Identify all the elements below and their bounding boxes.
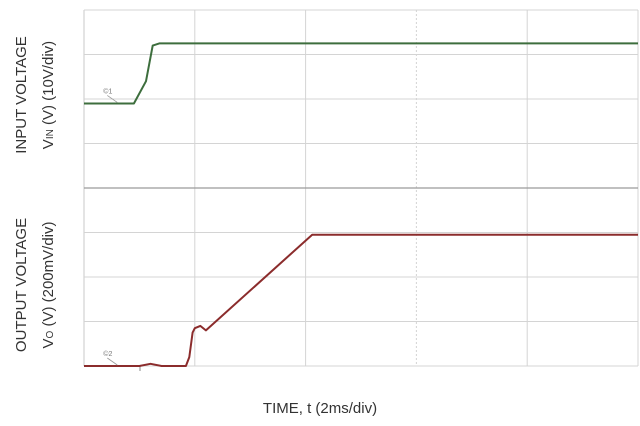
input-channel-marker: ©1 xyxy=(103,87,112,95)
output-ylabel-line2: VO (V) (200mV/div) xyxy=(40,222,57,349)
output-marker-leader xyxy=(107,357,118,366)
input-ylabel-line2: VIN (V) (10V/div) xyxy=(40,41,57,149)
output-trace xyxy=(84,233,638,367)
output-ylabel-line1: OUTPUT VOLTAGE xyxy=(13,218,30,352)
graticule-grid xyxy=(83,9,639,371)
input-trace xyxy=(84,42,638,105)
x-axis-label: TIME, t (2ms/div) xyxy=(262,400,378,417)
input-ylabel-line1: INPUT VOLTAGE xyxy=(13,36,30,154)
input-marker-leader xyxy=(107,95,118,103)
traces: ©1 ©2 xyxy=(84,42,638,367)
output-channel-marker: ©2 xyxy=(103,350,112,358)
